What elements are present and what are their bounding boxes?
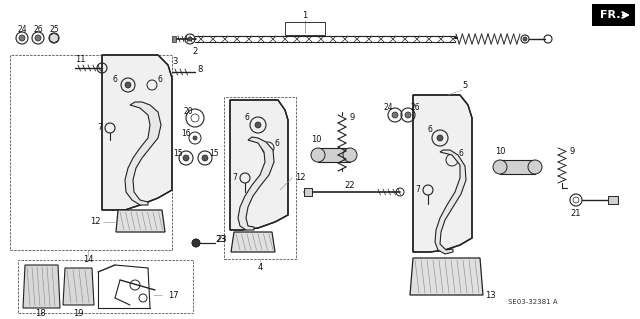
Polygon shape [304, 188, 312, 196]
Text: 6: 6 [157, 76, 163, 85]
Text: 24: 24 [383, 102, 393, 112]
Text: 26: 26 [410, 102, 420, 112]
Circle shape [405, 112, 411, 118]
Text: 15: 15 [209, 150, 219, 159]
Text: 23: 23 [216, 235, 227, 244]
Circle shape [311, 148, 325, 162]
Text: 21: 21 [571, 209, 581, 218]
Polygon shape [413, 95, 472, 252]
Text: 12: 12 [90, 218, 100, 226]
Text: 10: 10 [495, 147, 505, 157]
Polygon shape [435, 150, 466, 254]
Text: FR.: FR. [600, 10, 621, 20]
Text: 7: 7 [415, 186, 420, 195]
Polygon shape [410, 258, 483, 295]
Text: 6: 6 [428, 125, 433, 135]
Circle shape [192, 239, 200, 247]
Text: 14: 14 [83, 256, 93, 264]
Text: 12: 12 [295, 174, 305, 182]
Polygon shape [102, 55, 172, 210]
Circle shape [343, 148, 357, 162]
Text: 26: 26 [33, 25, 43, 33]
Polygon shape [608, 196, 618, 204]
Text: 17: 17 [168, 291, 179, 300]
Text: 6: 6 [459, 149, 463, 158]
Text: 20: 20 [183, 108, 193, 116]
Text: 4: 4 [257, 263, 262, 272]
Circle shape [35, 35, 41, 41]
Circle shape [437, 135, 443, 141]
Text: 7: 7 [232, 174, 237, 182]
Polygon shape [231, 232, 275, 252]
Polygon shape [318, 148, 350, 162]
Bar [18, 260, 193, 313]
Text: 13: 13 [484, 291, 495, 300]
Circle shape [188, 37, 192, 41]
Text: 15: 15 [173, 150, 183, 159]
Circle shape [19, 35, 25, 41]
Text: 22: 22 [345, 181, 355, 189]
Text: 23: 23 [217, 235, 227, 244]
Polygon shape [230, 100, 288, 230]
Text: 18: 18 [35, 308, 45, 317]
Text: 6: 6 [275, 138, 280, 147]
Text: 1: 1 [302, 11, 308, 20]
Polygon shape [125, 102, 161, 205]
Polygon shape [23, 265, 60, 308]
Text: 2: 2 [193, 48, 198, 56]
Text: 10: 10 [311, 136, 321, 145]
Text: 25: 25 [49, 25, 59, 33]
Text: SE03-32381 A: SE03-32381 A [508, 299, 558, 305]
Text: 9: 9 [570, 147, 575, 157]
Circle shape [528, 160, 542, 174]
Circle shape [493, 160, 507, 174]
Polygon shape [63, 268, 94, 305]
Bar [224, 97, 296, 259]
Polygon shape [238, 137, 274, 230]
Polygon shape [172, 36, 176, 42]
Circle shape [523, 37, 527, 41]
Text: 6: 6 [244, 114, 250, 122]
Text: 9: 9 [349, 114, 355, 122]
Circle shape [392, 112, 398, 118]
Circle shape [255, 122, 261, 128]
Text: 16: 16 [181, 129, 191, 137]
Text: 24: 24 [17, 25, 27, 33]
Circle shape [192, 239, 200, 247]
Text: 6: 6 [113, 76, 117, 85]
Bar [10, 55, 172, 250]
Polygon shape [116, 210, 165, 232]
Circle shape [202, 155, 208, 161]
Circle shape [125, 82, 131, 88]
Polygon shape [50, 33, 58, 43]
Text: 3: 3 [172, 57, 178, 66]
Text: 5: 5 [462, 81, 468, 91]
Text: 11: 11 [75, 56, 85, 64]
Text: 19: 19 [73, 308, 83, 317]
Text: 8: 8 [197, 65, 203, 75]
Polygon shape [500, 160, 535, 174]
Polygon shape [592, 4, 635, 26]
Circle shape [183, 155, 189, 161]
Text: 7: 7 [97, 123, 102, 132]
Circle shape [193, 136, 197, 140]
